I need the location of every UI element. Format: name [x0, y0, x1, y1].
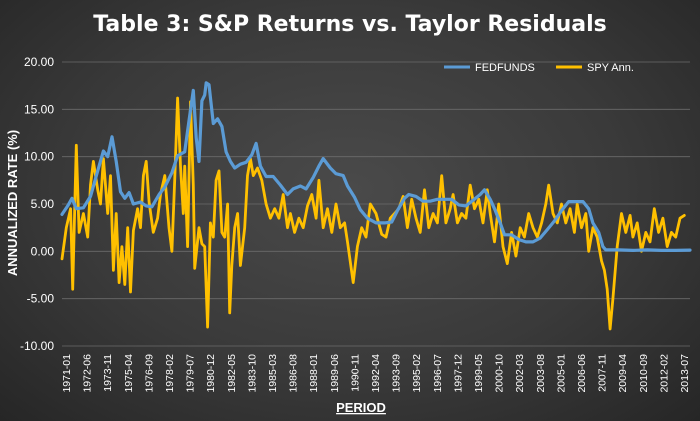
x-tick-label: 2009-04 — [617, 354, 629, 393]
gridlines — [62, 61, 690, 347]
x-tick-label: 2006-06 — [576, 354, 588, 393]
x-tick-label: 2000-10 — [494, 354, 506, 393]
y-tick-label: 20.00 — [24, 55, 54, 69]
x-tick-label: 1982-05 — [226, 354, 238, 393]
x-tick-label: 2010-09 — [638, 354, 650, 393]
y-tick-label: -10.00 — [20, 339, 54, 353]
x-tick-label: 1975-04 — [123, 354, 135, 393]
x-tick-label: 1996-07 — [432, 354, 444, 393]
x-tick-label: 1971-01 — [61, 354, 73, 393]
x-tick-label: 1988-01 — [308, 354, 320, 393]
chart-title: Table 3: S&P Returns vs. Taylor Residual… — [93, 12, 606, 37]
x-tick-label: 1978-02 — [164, 354, 176, 393]
x-tick-label: 2003-08 — [535, 354, 547, 393]
series-line-spy-ann — [60, 96, 686, 331]
x-tick-label: 1995-02 — [411, 354, 423, 393]
legend-label-fedfunds: FEDFUNDS — [475, 62, 535, 74]
y-axis-title: ANNUALIZED RATE (%) — [5, 130, 20, 276]
x-tick-label: 2013-07 — [679, 354, 691, 393]
y-axis-ticks: 20.00 15.00 10.00 5.00 0.00 -5.00 -10.00 — [20, 55, 54, 353]
x-tick-label: 1997-12 — [452, 354, 464, 393]
x-tick-label: 1972-06 — [82, 354, 94, 393]
x-tick-label: 1986-08 — [288, 354, 300, 393]
x-tick-label: 2007-11 — [597, 354, 609, 392]
x-axis-ticks: 1971-01 1972-06 1973-11 1975-04 1976-09 1978-… — [61, 354, 691, 393]
legend-label-spy-ann: SPY Ann. — [587, 62, 634, 74]
x-tick-label: 1979-07 — [185, 354, 197, 393]
x-tick-label: 1973-11 — [102, 354, 114, 392]
y-tick-label: 0.00 — [31, 244, 55, 258]
x-tick-label: 1999-05 — [473, 354, 485, 393]
x-tick-label: 2002-03 — [514, 354, 526, 393]
x-axis-title: PERIOD — [336, 400, 386, 415]
legend: FEDFUNDS SPY Ann. — [444, 62, 634, 74]
y-tick-label: 10.00 — [24, 150, 54, 164]
x-tick-label: 1989-06 — [329, 354, 341, 393]
x-tick-label: 1976-09 — [143, 354, 155, 393]
y-tick-label: 15.00 — [24, 102, 54, 116]
x-tick-label: 1993-09 — [391, 354, 403, 393]
y-tick-label: -5.00 — [27, 292, 55, 306]
series-line-fedfunds — [60, 81, 692, 252]
x-tick-label: 1983-10 — [246, 354, 258, 393]
x-tick-label: 2005-01 — [555, 354, 567, 393]
x-tick-label: 1980-12 — [205, 354, 217, 393]
x-tick-label: 1990-11 — [349, 354, 361, 392]
y-tick-label: 5.00 — [31, 197, 55, 211]
series-lines — [60, 81, 692, 331]
x-tick-label: 1985-03 — [267, 354, 279, 393]
x-tick-label: 2012-02 — [658, 354, 670, 393]
x-tick-label: 1992-04 — [370, 354, 382, 393]
